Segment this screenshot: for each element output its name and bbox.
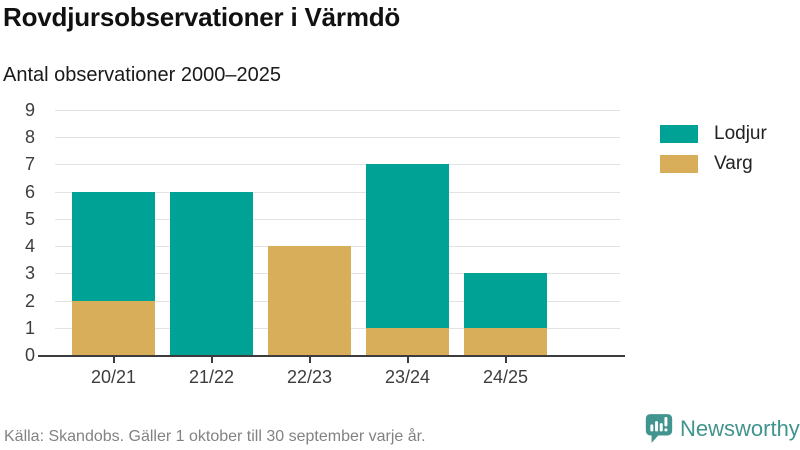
y-axis-tick-label: 1 [24, 317, 35, 338]
x-axis-label: 22/23 [286, 367, 333, 387]
x-axis-tick [406, 357, 409, 363]
legend-item-lodjur: Lodjur [660, 124, 767, 143]
y-axis-tick-label: 7 [24, 154, 35, 175]
legend-label: Lodjur [714, 123, 767, 144]
gridline [55, 110, 620, 111]
bar-segment-varg [72, 300, 155, 355]
bar-segment-lodjur [464, 273, 547, 328]
plot-area: 0 1 2 3 4 5 6 7 8 9 20/21 21/22 22/23 23/24 24/25 [25, 101, 625, 387]
y-axis-tick-label: 5 [24, 208, 35, 229]
x-axis-label: 20/21 [90, 367, 137, 387]
x-axis-tick [112, 357, 115, 363]
legend-label: Varg [714, 153, 753, 174]
bar-segment-varg [366, 327, 449, 355]
bar-segment-lodjur [366, 164, 449, 328]
x-axis-tick [210, 357, 213, 363]
bar-segment-lodjur [170, 191, 253, 355]
gridline [55, 164, 620, 166]
bar-segment-varg [268, 246, 351, 355]
legend-swatch-varg [660, 154, 698, 173]
newsworthy-logo: Newsworthy [645, 413, 800, 444]
legend: Lodjur Varg [660, 124, 767, 184]
newsworthy-wordmark: Newsworthy [680, 415, 800, 441]
x-axis-label: 21/22 [188, 367, 235, 387]
legend-swatch-lodjur [660, 124, 698, 143]
x-axis-tick [308, 357, 311, 363]
y-axis-tick-label: 2 [24, 290, 35, 311]
newsworthy-bubble-chart-icon [645, 414, 673, 443]
gridline [55, 218, 620, 220]
source-note: Källa: Skandobs. Gäller 1 oktober till 3… [4, 428, 426, 445]
x-axis-tick [504, 357, 507, 363]
gridline [55, 191, 620, 193]
x-axis-label: 24/25 [482, 367, 529, 387]
y-axis-tick-label: 8 [24, 127, 35, 148]
x-axis-line [38, 355, 625, 357]
chart-subtitle: Antal observationer 2000–2025 [3, 64, 281, 86]
bar-segment-lodjur [72, 191, 155, 301]
y-axis-tick-label: 4 [24, 236, 35, 257]
gridline [55, 137, 620, 139]
chart-title: Rovdjursobservationer i Värmdö [3, 2, 401, 32]
y-axis-tick-label: 9 [24, 100, 35, 120]
y-axis-tick-label: 6 [24, 181, 35, 202]
bar-segment-varg [464, 327, 547, 355]
legend-item-varg: Varg [660, 154, 767, 173]
y-axis-tick-label: 3 [24, 263, 35, 284]
y-axis-tick-label: 0 [24, 345, 35, 365]
x-axis-label: 23/24 [384, 367, 431, 387]
